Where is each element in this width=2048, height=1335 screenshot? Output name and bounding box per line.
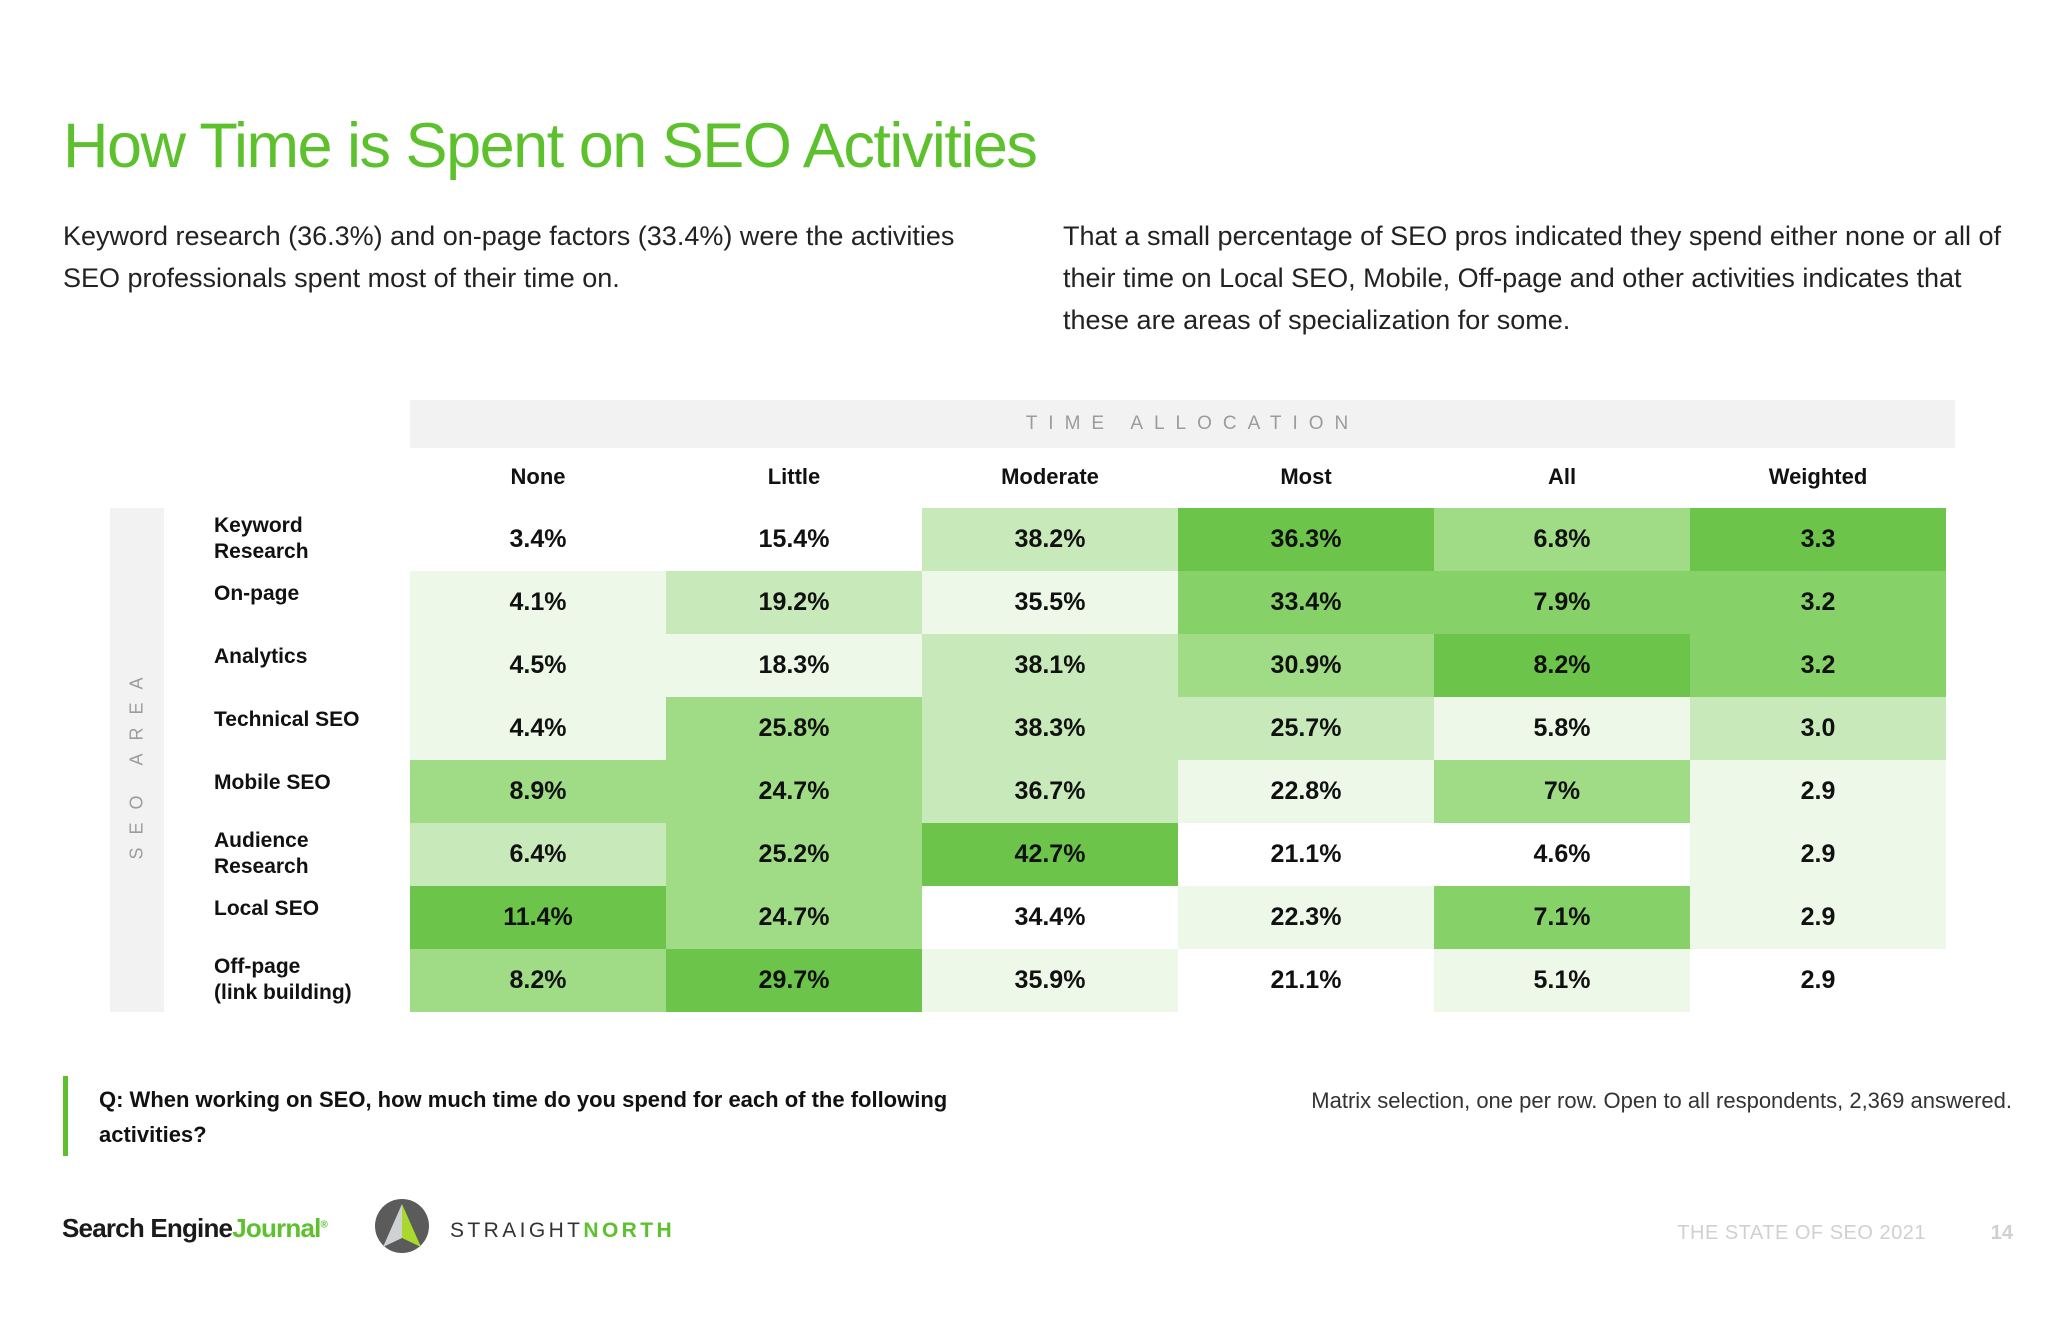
heatmap-cell: 42.7%	[922, 823, 1178, 886]
heatmap-cell: 22.8%	[1178, 760, 1434, 823]
heatmap-cell: 7%	[1434, 760, 1690, 823]
column-header-weighted: Weighted	[1768, 464, 1868, 489]
straight-north-logo: STRAIGHTNORTH	[450, 1219, 676, 1242]
row-label-line1: Technical SEO	[214, 708, 360, 731]
methodology-note: Matrix selection, one per row. Open to a…	[1311, 1088, 2012, 1113]
row-label: On-page	[214, 581, 404, 607]
heatmap-cell: 36.7%	[922, 760, 1178, 823]
heatmap-cell: 21.1%	[1178, 949, 1434, 1012]
row-label: Mobile SEO	[214, 770, 404, 796]
heatmap-cell: 2.9	[1690, 949, 1946, 1012]
row-label-line1: On-page	[214, 582, 300, 605]
column-header-most: Most	[1280, 464, 1332, 489]
row-label-line2: Research	[214, 540, 309, 563]
heatmap-cell: 4.5%	[410, 634, 666, 697]
intro-right-text: That a small percentage of SEO pros indi…	[1063, 221, 2002, 335]
heatmap-cell: 24.7%	[666, 886, 922, 949]
row-label-line2: (link building)	[214, 981, 352, 1004]
heatmap-cell: 25.8%	[666, 697, 922, 760]
seo-area-label: SEO AREA	[126, 664, 147, 860]
heatmap-cell: 38.1%	[922, 634, 1178, 697]
heatmap-cell: 29.7%	[666, 949, 922, 1012]
heatmap-cell: 3.2	[1690, 571, 1946, 634]
heatmap-cell: 4.6%	[1434, 823, 1690, 886]
page-number: 14	[1990, 1222, 2013, 1244]
column-header-all: All	[1547, 464, 1577, 489]
heatmap-cell: 35.5%	[922, 571, 1178, 634]
heatmap-cell: 25.7%	[1178, 697, 1434, 760]
heatmap-cell: 24.7%	[666, 760, 922, 823]
row-label-line2: Research	[214, 855, 309, 878]
time-allocation-header: TIME ALLOCATION	[410, 400, 1955, 448]
heatmap-cell: 35.9%	[922, 949, 1178, 1012]
heatmap-cell: 22.3%	[1178, 886, 1434, 949]
heatmap-cell: 4.1%	[410, 571, 666, 634]
heatmap-cell: 2.9	[1690, 760, 1946, 823]
heatmap-cell: 19.2%	[666, 571, 922, 634]
seo-area-band	[110, 508, 164, 1012]
heatmap-cell: 33.4%	[1178, 571, 1434, 634]
column-header-moderate: Moderate	[1001, 464, 1099, 489]
row-label: Keyword Research	[214, 513, 404, 565]
heatmap-cell: 8.2%	[1434, 634, 1690, 697]
row-label: Off-page (link building)	[214, 954, 404, 1006]
intro-left-text: Keyword research (36.3%) and on-page fac…	[63, 221, 955, 293]
heatmap-cell: 7.1%	[1434, 886, 1690, 949]
heatmap-cell: 38.3%	[922, 697, 1178, 760]
row-label-line1: Analytics	[214, 645, 308, 668]
column-header-none: None	[510, 464, 566, 489]
heatmap-cell: 38.2%	[922, 508, 1178, 571]
heatmap-cell: 25.2%	[666, 823, 922, 886]
question-accent-bar	[63, 1076, 68, 1156]
row-label: Audience Research	[214, 828, 404, 880]
heatmap-cell: 2.9	[1690, 823, 1946, 886]
row-label: Analytics	[214, 644, 404, 670]
row-label-line1: Mobile SEO	[214, 771, 331, 794]
heatmap-cell: 11.4%	[410, 886, 666, 949]
heatmap-cell: 21.1%	[1178, 823, 1434, 886]
heatmap-cell: 18.3%	[666, 634, 922, 697]
heatmap-cell: 6.4%	[410, 823, 666, 886]
heatmap-cell: 8.2%	[410, 949, 666, 1012]
row-label: Local SEO	[214, 896, 404, 922]
heatmap-cell: 4.4%	[410, 697, 666, 760]
heatmap-cell: 3.3	[1690, 508, 1946, 571]
heatmap-cell: 5.1%	[1434, 949, 1690, 1012]
row-label-line1: Off-page	[214, 955, 301, 978]
survey-question: Q: When working on SEO, how much time do…	[99, 1087, 948, 1147]
row-label-line1: Audience	[214, 829, 309, 852]
column-header-little: Little	[767, 464, 821, 489]
heatmap-cell: 5.8%	[1434, 697, 1690, 760]
heatmap-cell: 36.3%	[1178, 508, 1434, 571]
heatmap-cell: 15.4%	[666, 508, 922, 571]
heatmap-cell: 7.9%	[1434, 571, 1690, 634]
row-label: Technical SEO	[214, 707, 404, 733]
straight-north-icon	[375, 1199, 429, 1253]
heatmap-cell: 3.2	[1690, 634, 1946, 697]
page-title: How Time is Spent on SEO Activities	[63, 111, 1038, 181]
report-title: THE STATE OF SEO 2021	[1677, 1222, 1926, 1244]
heatmap-cell: 34.4%	[922, 886, 1178, 949]
heatmap-cell: 6.8%	[1434, 508, 1690, 571]
heatmap-cell: 3.0	[1690, 697, 1946, 760]
row-label-line1: Keyword	[214, 514, 303, 537]
heatmap-cell: 8.9%	[410, 760, 666, 823]
heatmap-cell: 2.9	[1690, 886, 1946, 949]
heatmap-cell: 3.4%	[410, 508, 666, 571]
heatmap-cell: 30.9%	[1178, 634, 1434, 697]
search-engine-journal-logo: Search EngineJournal®	[62, 1213, 328, 1243]
row-label-line1: Local SEO	[214, 897, 320, 920]
